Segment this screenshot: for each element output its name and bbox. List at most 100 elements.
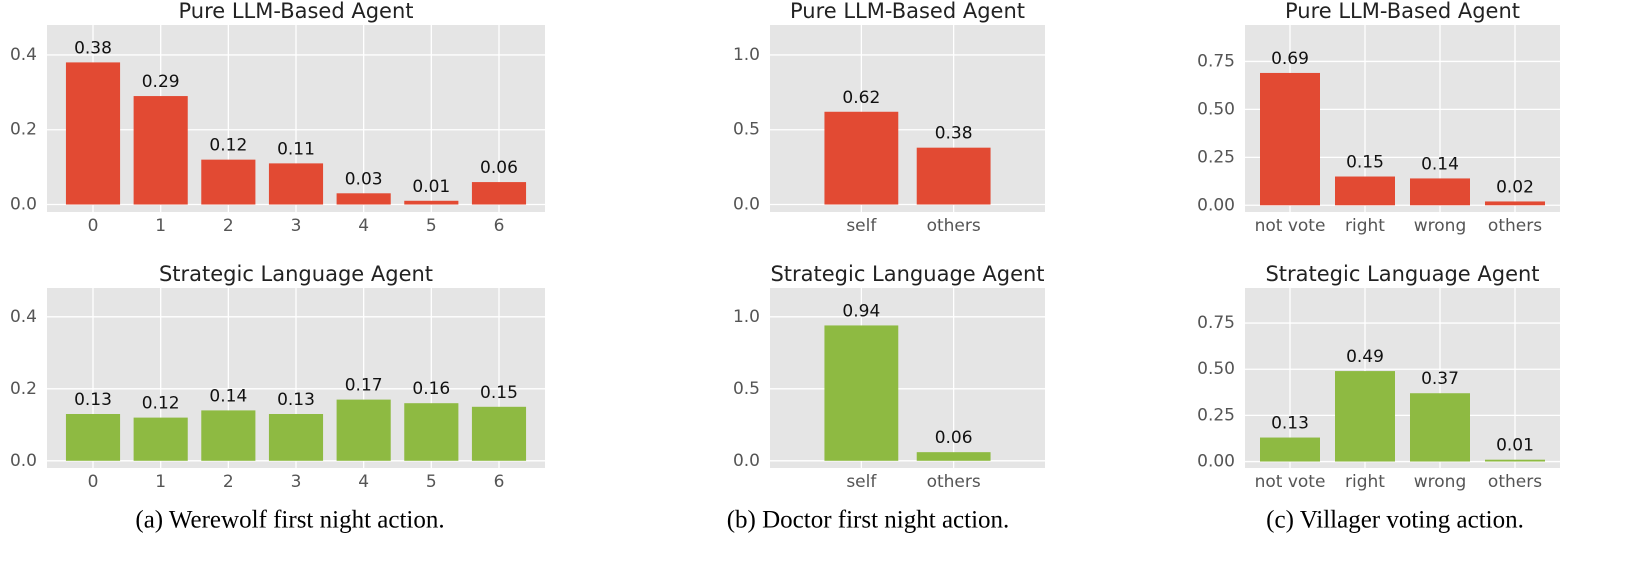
y-tick-label: 0.75 xyxy=(1197,51,1235,71)
x-tick-label: 2 xyxy=(223,216,234,236)
bar xyxy=(1335,176,1395,206)
x-tick-label: 0 xyxy=(88,472,99,492)
y-tick-label: 0.75 xyxy=(1197,313,1235,333)
bar xyxy=(268,414,324,461)
x-tick-label: 4 xyxy=(358,472,369,492)
x-tick-label: wrong xyxy=(1414,472,1467,492)
bar xyxy=(824,111,899,205)
bar xyxy=(1335,371,1395,462)
y-tick-label: 0.50 xyxy=(1197,359,1235,379)
plot-area xyxy=(770,288,1045,468)
chart-title: Strategic Language Agent xyxy=(159,262,433,286)
y-tick-label: 0.4 xyxy=(10,307,37,327)
value-label: 0.01 xyxy=(1496,436,1534,456)
y-tick-label: 0.00 xyxy=(1197,195,1235,215)
x-tick-label: right xyxy=(1345,216,1385,236)
value-label: 0.29 xyxy=(142,72,180,92)
x-tick-label: 3 xyxy=(291,216,302,236)
value-label: 0.02 xyxy=(1496,177,1534,197)
y-tick-label: 0.0 xyxy=(733,451,760,471)
value-label: 0.12 xyxy=(209,136,247,156)
x-tick-label: others xyxy=(927,216,981,236)
y-tick-label: 0.0 xyxy=(10,451,37,471)
x-tick-label: 6 xyxy=(494,472,505,492)
x-tick-label: others xyxy=(1488,216,1542,236)
caption: (b) Doctor first night action. xyxy=(727,507,1010,534)
y-tick-label: 0.5 xyxy=(733,379,760,399)
x-tick-label: 5 xyxy=(426,472,437,492)
x-tick-label: others xyxy=(927,472,981,492)
y-tick-label: 0.25 xyxy=(1197,147,1235,167)
bar xyxy=(1485,201,1545,206)
value-label: 0.49 xyxy=(1346,347,1384,367)
bar xyxy=(201,410,256,461)
value-label: 0.11 xyxy=(277,139,315,159)
value-label: 0.06 xyxy=(480,158,518,178)
bar xyxy=(336,399,391,461)
x-tick-label: others xyxy=(1488,472,1542,492)
plot-area xyxy=(770,25,1045,212)
x-tick-label: 1 xyxy=(155,216,166,236)
x-tick-label: self xyxy=(846,216,877,236)
caption: (c) Villager voting action. xyxy=(1266,507,1524,534)
bar xyxy=(471,182,527,205)
x-tick-label: right xyxy=(1345,472,1385,492)
value-label: 0.12 xyxy=(142,394,180,414)
bar xyxy=(471,406,527,461)
bar xyxy=(133,417,188,461)
bar xyxy=(201,159,256,205)
y-tick-label: 0.0 xyxy=(10,195,37,215)
bar xyxy=(65,62,121,205)
chart-title: Pure LLM-Based Agent xyxy=(178,0,413,23)
y-tick-label: 0.4 xyxy=(10,45,37,65)
bar xyxy=(1410,178,1470,206)
value-label: 0.14 xyxy=(209,386,247,406)
bar xyxy=(916,147,991,205)
chart-title: Strategic Language Agent xyxy=(770,262,1044,286)
value-label: 0.15 xyxy=(480,383,518,403)
bar xyxy=(404,403,459,461)
value-label: 0.37 xyxy=(1421,369,1459,389)
value-label: 0.13 xyxy=(277,390,315,410)
x-tick-label: 0 xyxy=(88,216,99,236)
y-tick-label: 1.0 xyxy=(733,45,760,65)
x-tick-label: 3 xyxy=(291,472,302,492)
y-tick-label: 0.25 xyxy=(1197,405,1235,425)
x-tick-label: 6 xyxy=(494,216,505,236)
value-label: 0.38 xyxy=(74,38,112,58)
bar xyxy=(65,414,121,461)
value-label: 0.13 xyxy=(74,390,112,410)
value-label: 0.15 xyxy=(1346,153,1384,173)
bar xyxy=(824,325,899,461)
value-label: 0.06 xyxy=(935,428,973,448)
chart-title: Pure LLM-Based Agent xyxy=(790,0,1025,23)
value-label: 0.94 xyxy=(842,301,880,321)
value-label: 0.62 xyxy=(842,88,880,108)
x-tick-label: self xyxy=(846,472,877,492)
x-tick-label: not vote xyxy=(1255,472,1326,492)
bar xyxy=(1260,72,1320,206)
y-tick-label: 0.5 xyxy=(733,120,760,140)
value-label: 0.16 xyxy=(412,379,450,399)
x-tick-label: 5 xyxy=(426,216,437,236)
value-label: 0.03 xyxy=(345,169,383,189)
value-label: 0.01 xyxy=(412,177,450,197)
x-tick-label: wrong xyxy=(1414,216,1467,236)
value-label: 0.13 xyxy=(1271,414,1309,434)
bar xyxy=(404,200,459,205)
bar xyxy=(916,452,991,461)
y-tick-label: 0.0 xyxy=(733,195,760,215)
y-tick-label: 0.2 xyxy=(10,379,37,399)
y-tick-label: 0.50 xyxy=(1197,99,1235,119)
bar xyxy=(1410,393,1470,462)
value-label: 0.38 xyxy=(935,124,973,144)
x-tick-label: not vote xyxy=(1255,216,1326,236)
y-tick-label: 0.00 xyxy=(1197,452,1235,472)
value-label: 0.17 xyxy=(345,376,383,396)
y-tick-label: 0.2 xyxy=(10,120,37,140)
bar xyxy=(133,96,188,205)
bar xyxy=(1260,437,1320,462)
value-label: 0.69 xyxy=(1271,49,1309,69)
